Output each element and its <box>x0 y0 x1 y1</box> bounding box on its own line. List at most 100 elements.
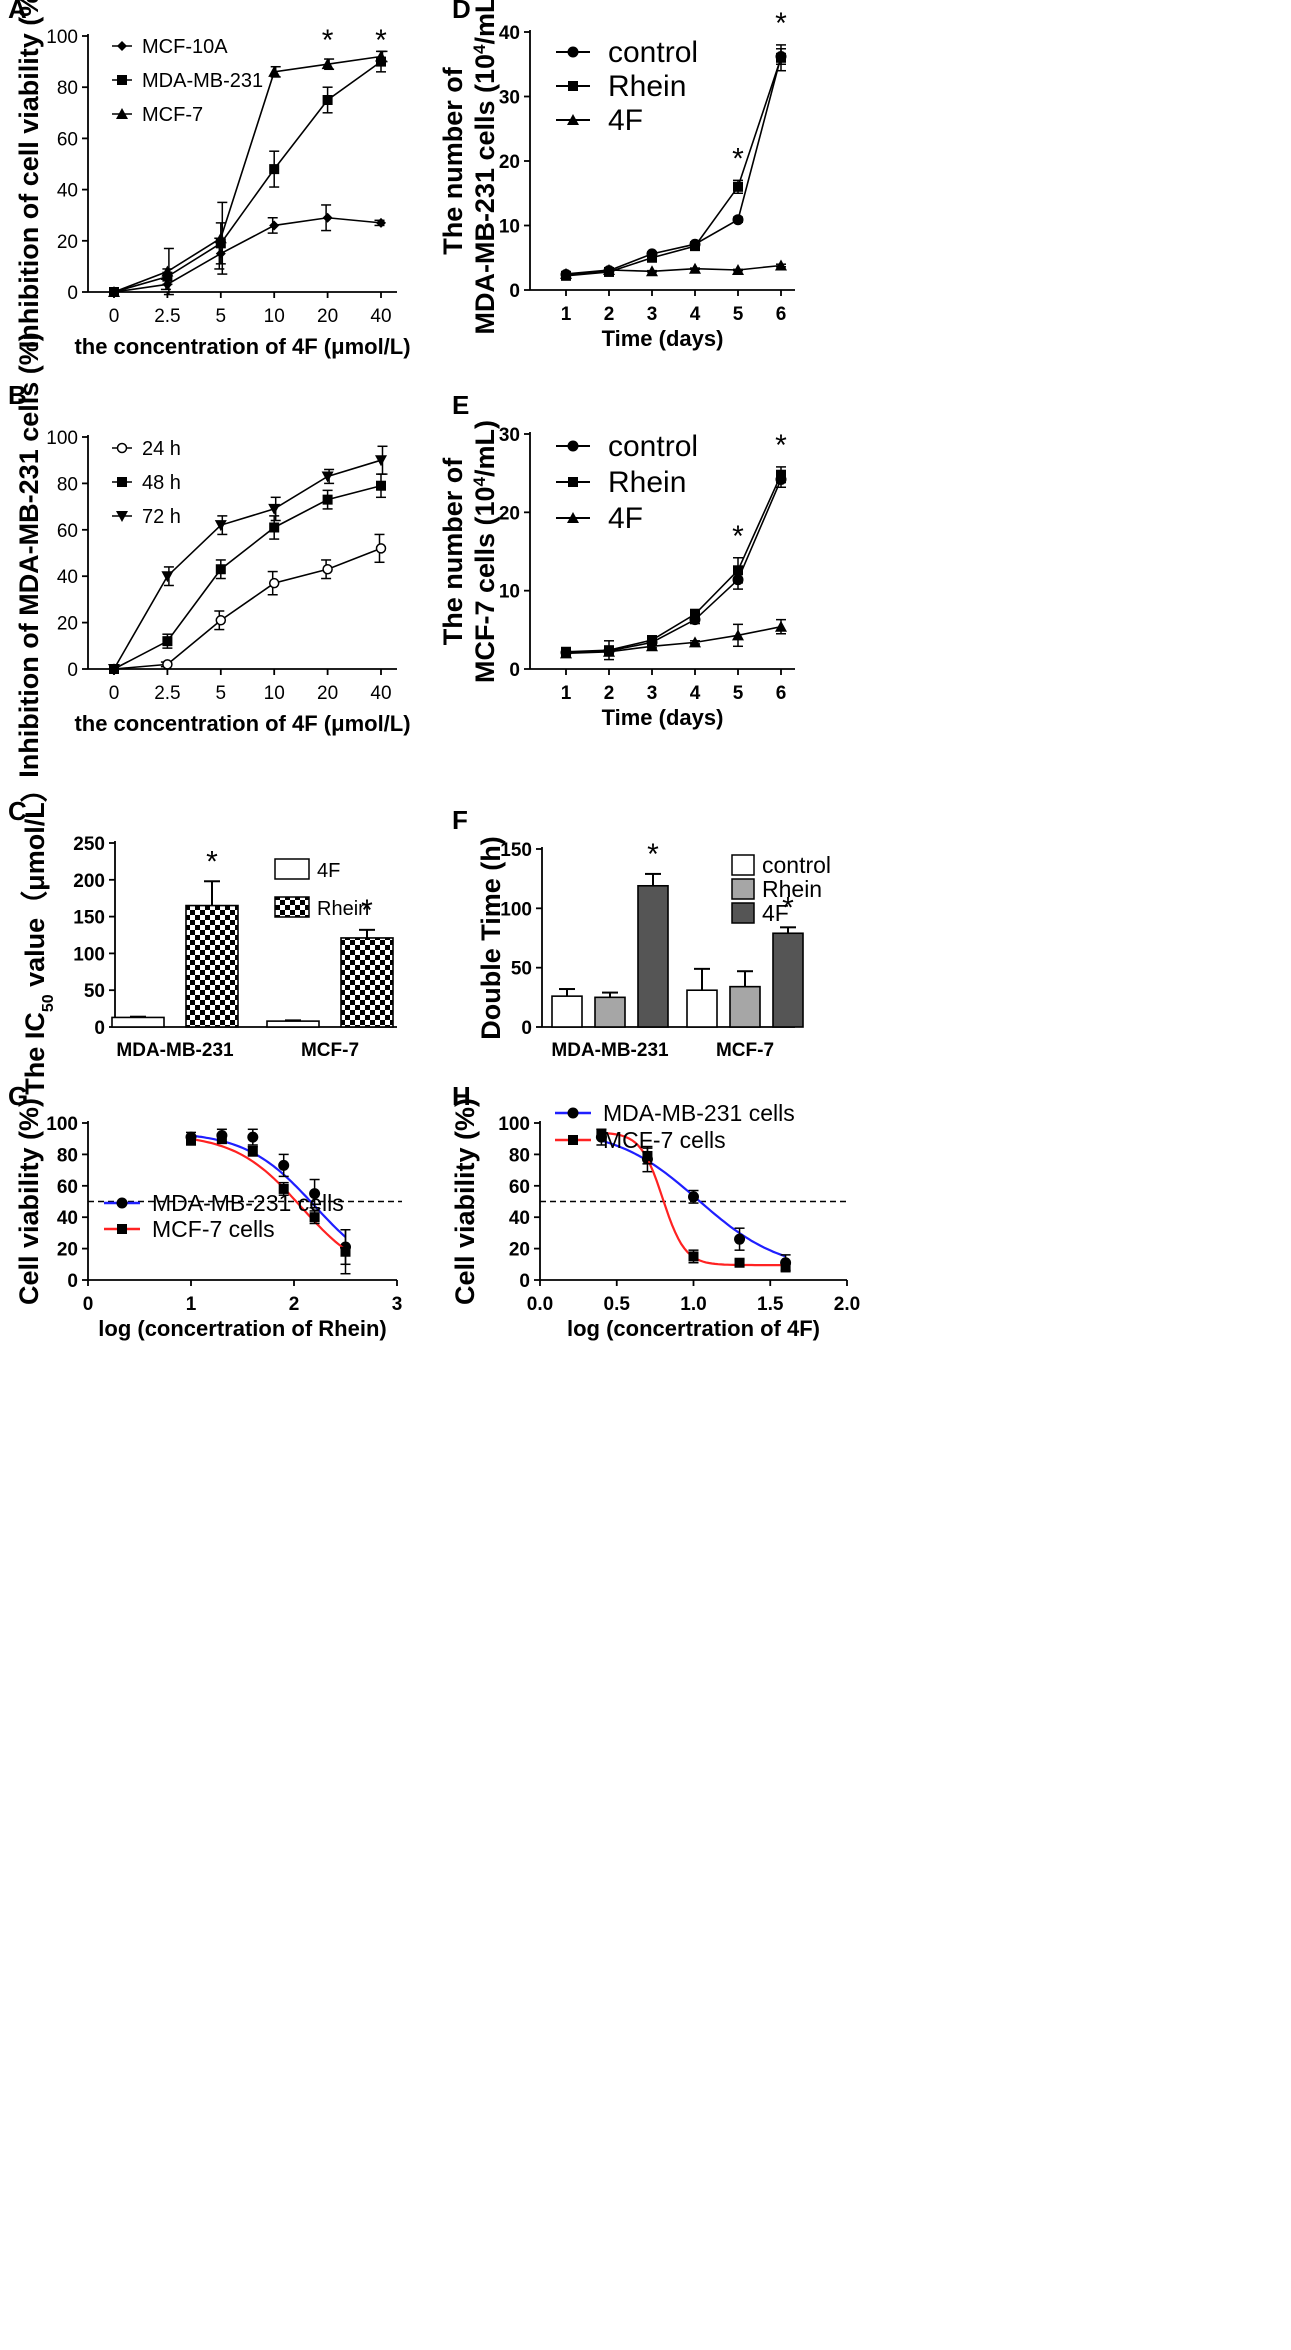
data-point <box>647 635 657 646</box>
x-tick-label: 3 <box>647 683 658 704</box>
legend-label: control <box>608 36 698 69</box>
series-line <box>565 474 782 653</box>
fit-curve <box>190 1138 347 1251</box>
legend: 24 h 48 h 72 h <box>112 438 181 528</box>
y-tick-label: 0 <box>509 660 520 681</box>
series-4F <box>560 618 787 659</box>
y-tick-label: 20 <box>499 152 520 173</box>
legend-label: control <box>608 430 698 463</box>
y-tick-label: 10 <box>499 217 520 238</box>
x-tick-label: 0 <box>109 306 120 327</box>
legend-marker <box>117 41 127 51</box>
bar-control <box>551 995 583 1028</box>
legend-label: Rhein <box>608 70 686 103</box>
panel-label: A <box>8 0 27 24</box>
significance-star: * <box>322 24 334 57</box>
y-tick-label: 50 <box>84 981 105 1002</box>
y-axis-title-line1: The number of <box>438 66 468 255</box>
series-MCF-7 <box>108 50 388 297</box>
y-axis-title-line2: MCF-7 cells (104/mL) <box>470 420 501 683</box>
series-line <box>113 484 382 670</box>
x-tick-label: 20 <box>317 306 338 327</box>
series-line <box>565 625 782 655</box>
x-axis-title: Time (days) <box>602 326 724 351</box>
data-point <box>688 1191 699 1203</box>
data-point <box>215 564 226 575</box>
x-tick-label: 4 <box>690 304 701 325</box>
legend-label: MCF-7 <box>142 104 203 126</box>
legend-label: MCF-7 cells <box>603 1127 726 1153</box>
y-axis-title: Cell viability (%) <box>14 1098 44 1305</box>
data-point <box>690 609 700 620</box>
y-tick-label: 10 <box>499 582 520 603</box>
bar-control <box>686 989 718 1028</box>
y-axis-title-line1: The number of <box>438 457 468 646</box>
data-point <box>780 1262 791 1273</box>
y-tick-label: 20 <box>509 1240 530 1261</box>
x-tick-label: 5 <box>733 304 744 325</box>
bar-4F <box>637 884 669 1028</box>
y-axis-title: The IC50 value（μmol/L） <box>20 775 57 1094</box>
data-point <box>688 1251 699 1262</box>
data-point <box>108 664 120 675</box>
y-tick-label: 200 <box>73 871 105 892</box>
data-point <box>247 1131 259 1143</box>
x-tick-label: 10 <box>264 683 285 704</box>
x-axis-title: Time (days) <box>602 705 724 730</box>
legend-label: MDA-MB-231 cells <box>152 1190 344 1216</box>
y-tick-label: 0 <box>67 283 78 304</box>
y-tick-label: 20 <box>57 232 78 253</box>
series-MCF-10A <box>109 204 386 297</box>
panel-label: F <box>452 805 468 835</box>
data-point <box>309 1212 320 1223</box>
x-tick-label: 2 <box>604 304 615 325</box>
series-24 h <box>108 533 387 675</box>
y-axis-title-subscript: 50 <box>40 994 57 1012</box>
data-point <box>268 503 281 515</box>
panel-D: D 0 10 20 30 40 1 2 3 4 5 6 Time (days) The number of… <box>438 0 795 351</box>
x-tick-label: 0.5 <box>604 1294 631 1315</box>
y-tick-label: 100 <box>500 899 532 920</box>
bar-4F <box>772 932 804 1028</box>
y-tick-label: 40 <box>499 23 520 44</box>
x-tick-label: 1.5 <box>757 1294 784 1315</box>
legend-marker <box>116 108 128 119</box>
legend-label: MDA-MB-231 cells <box>603 1100 795 1126</box>
panel-label: D <box>452 0 471 24</box>
data-point <box>340 1246 351 1257</box>
x-tick-label: 2.5 <box>154 683 180 704</box>
legend-label: 4F <box>762 900 789 926</box>
y-axis-title-part: /mL) <box>470 420 500 477</box>
legend-label: 48 h <box>142 472 181 494</box>
x-tick-label: 5 <box>216 306 227 327</box>
x-tick-label: 1.0 <box>680 1294 706 1315</box>
data-point <box>375 455 387 467</box>
series-control <box>560 470 787 659</box>
x-tick-label: 4 <box>690 683 701 704</box>
y-axis-title: Inhibition of MDA-MB-231 cells (%) <box>14 332 44 778</box>
data-point <box>269 164 280 175</box>
y-tick-label: 60 <box>57 521 78 542</box>
y-tick-label: 0 <box>521 1018 532 1039</box>
legend: MCF-10A MDA-MB-231 MCF-7 <box>112 36 263 126</box>
panel-label: H <box>452 1081 471 1111</box>
significance-star: * <box>732 142 744 175</box>
y-tick-label: 80 <box>57 78 78 99</box>
data-point <box>690 241 700 252</box>
panel-label: B <box>8 380 27 410</box>
data-point <box>689 262 701 274</box>
legend-marker <box>117 477 127 487</box>
significance-star: * <box>775 429 787 462</box>
y-axis-title-superscript: 4 <box>470 44 489 54</box>
y-tick-label: 20 <box>499 503 520 524</box>
y-tick-label: 40 <box>509 1208 530 1229</box>
y-tick-label: 0 <box>519 1271 530 1292</box>
data-point <box>247 1146 258 1157</box>
data-point <box>734 1257 745 1268</box>
panel-A: A 0 20 40 60 80 100 0 2.5 5 10 20 40 the concentratio… <box>8 0 411 359</box>
data-point <box>375 50 387 62</box>
data-point <box>775 259 787 271</box>
